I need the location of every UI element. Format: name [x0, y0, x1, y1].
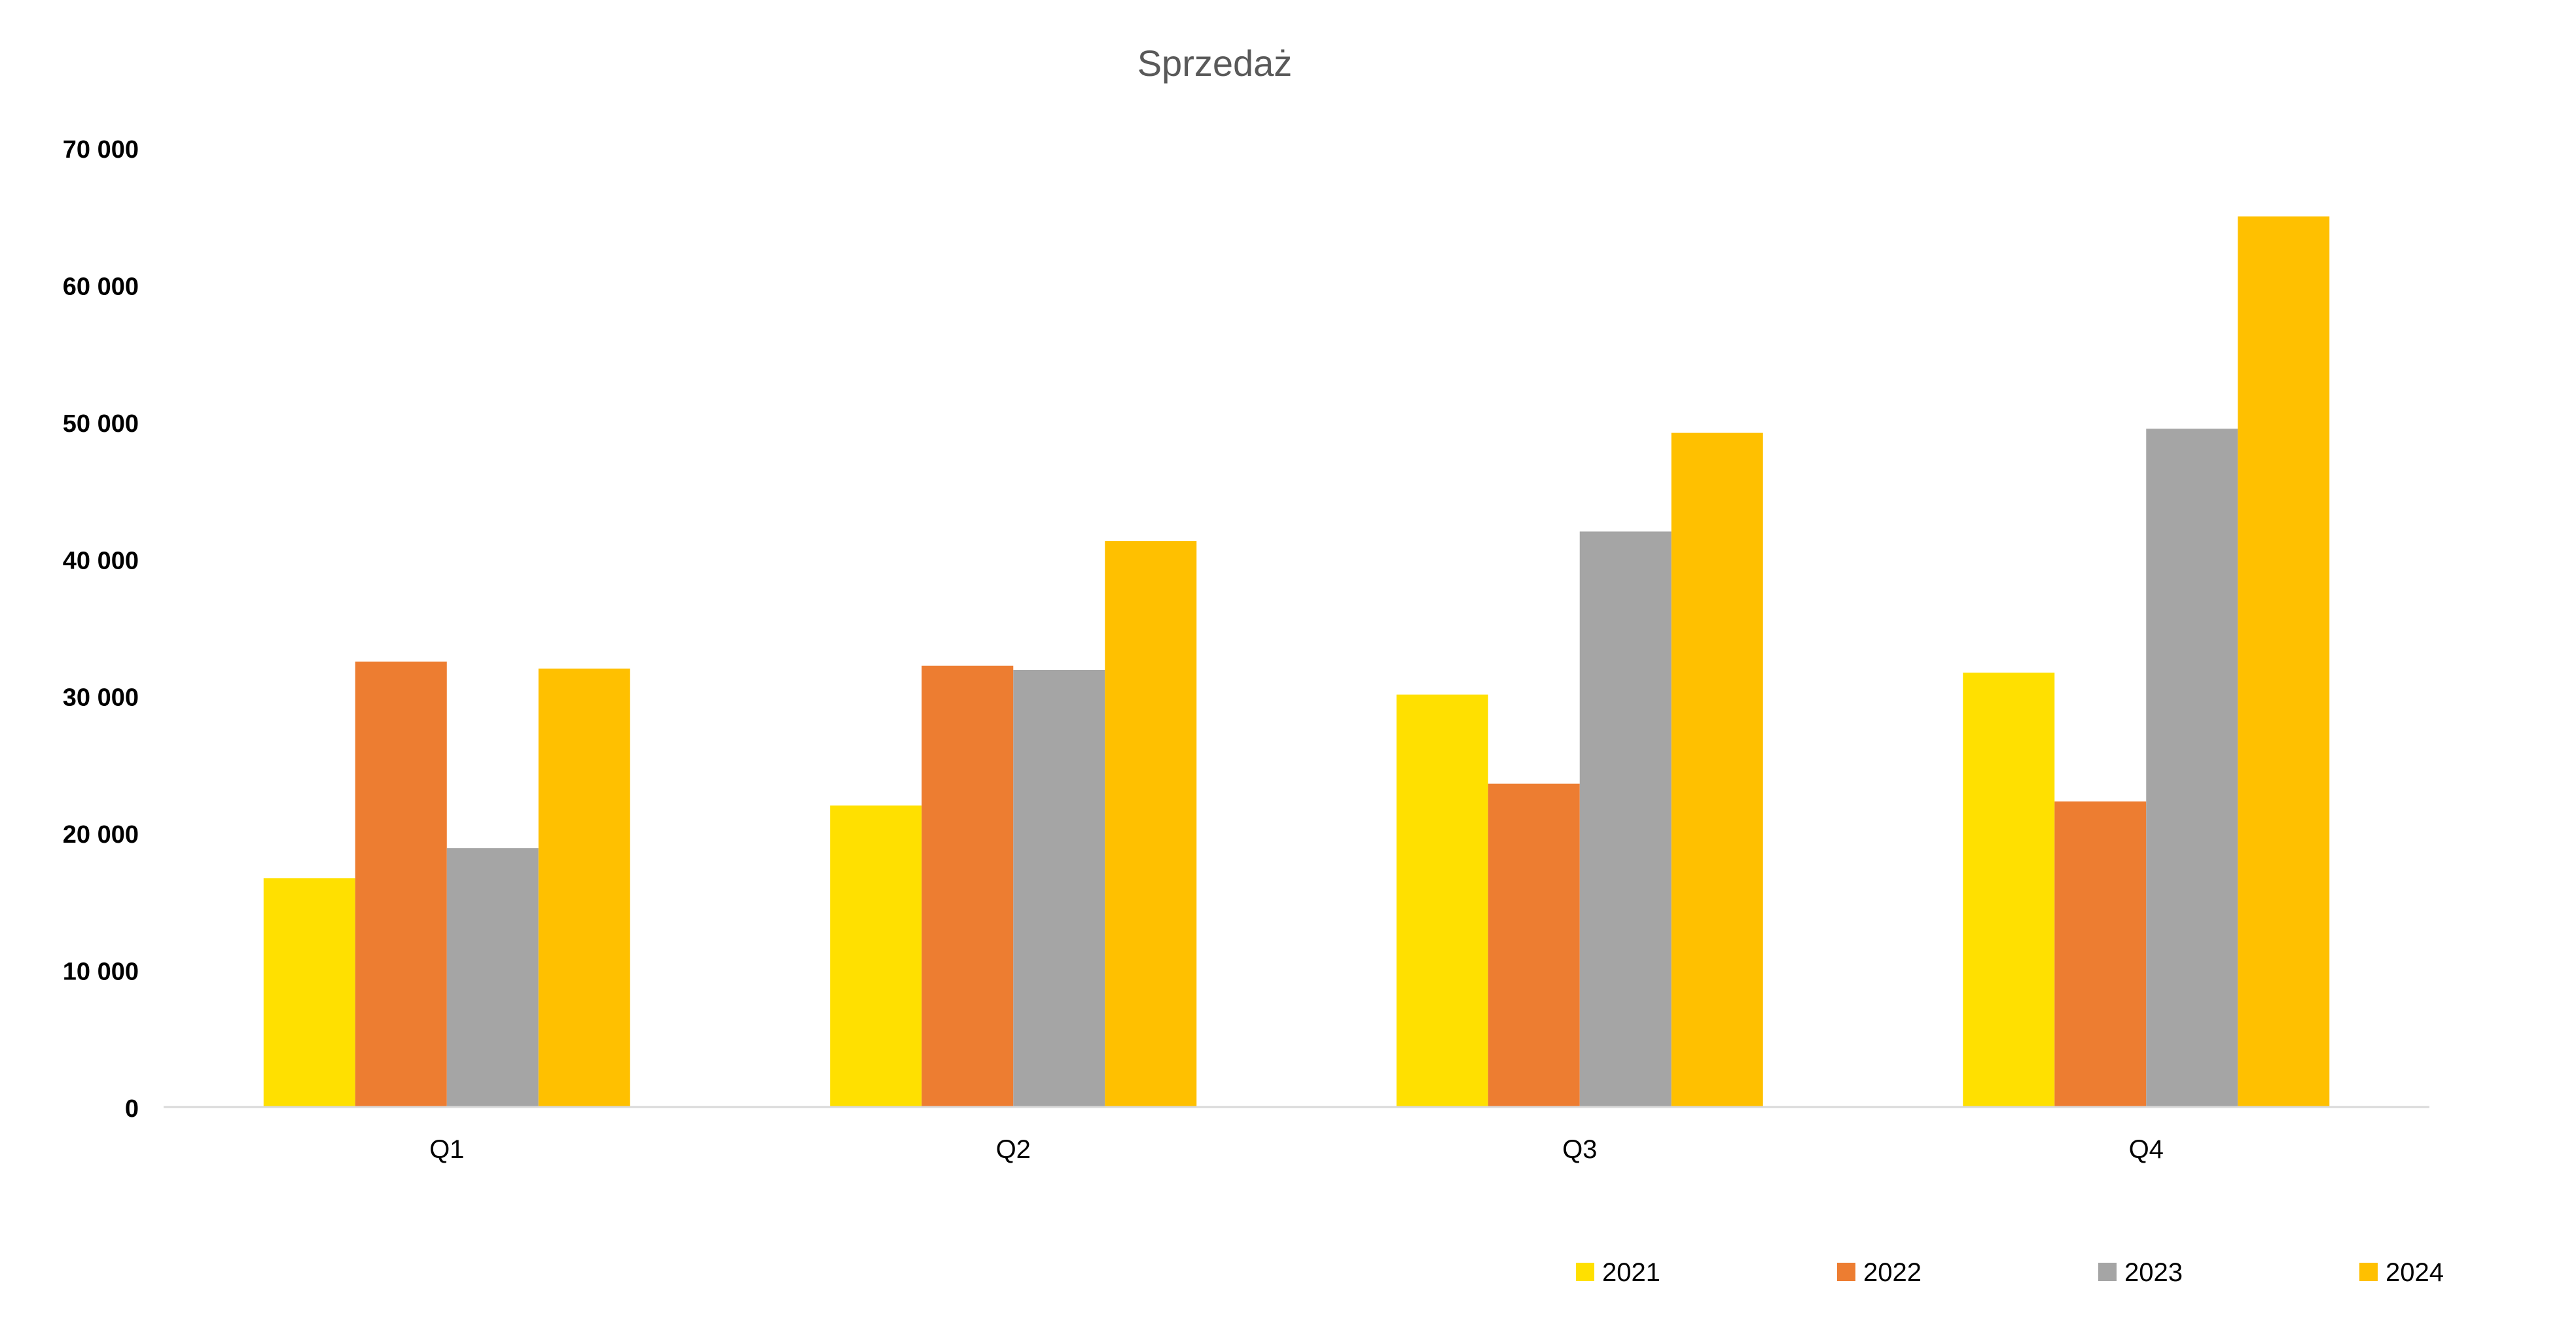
y-tick-label: 20 000 — [63, 821, 139, 849]
bar-2024-q1 — [538, 668, 630, 1107]
x-tick-label: Q4 — [2129, 1135, 2164, 1164]
x-tick-label: Q2 — [996, 1135, 1031, 1164]
legend-label-2023: 2023 — [2124, 1258, 2183, 1287]
legend: 2021 2022 2023 2024 — [1576, 1258, 2444, 1287]
bar-2021-q3 — [1396, 694, 1488, 1107]
bar-2022-q3 — [1488, 783, 1580, 1107]
y-tick-label: 60 000 — [63, 273, 139, 300]
bar-2024-q2 — [1105, 541, 1197, 1107]
bar-2021-q1 — [263, 878, 355, 1107]
bar-2021-q2 — [830, 805, 922, 1107]
bar-2023-q4 — [2146, 429, 2238, 1107]
x-tick-label: Q1 — [429, 1135, 464, 1164]
legend-label-2022: 2022 — [1863, 1258, 1922, 1287]
bar-2023-q3 — [1579, 531, 1672, 1107]
legend-label-2024: 2024 — [2386, 1258, 2444, 1287]
chart-title: Sprzedaż — [1137, 43, 1293, 84]
legend-swatch-2021 — [1576, 1263, 1594, 1281]
y-tick-label: 40 000 — [63, 547, 139, 574]
y-axis: 0 10 000 20 000 30 000 40 000 50 000 60 000 70 … — [63, 136, 139, 1123]
legend-swatch-2023 — [2098, 1263, 2117, 1281]
legend-swatch-2022 — [1837, 1263, 1855, 1281]
bar-2021-q4 — [1963, 673, 2055, 1107]
y-tick-label: 70 000 — [63, 136, 139, 164]
bars-group — [263, 216, 2330, 1107]
x-axis: Q1 Q2 Q3 Q4 — [429, 1135, 2164, 1164]
bar-2024-q4 — [2238, 216, 2330, 1107]
bar-2023-q2 — [1013, 669, 1105, 1107]
y-tick-label: 0 — [125, 1095, 139, 1123]
bar-2024-q3 — [1671, 432, 1763, 1107]
y-tick-label: 10 000 — [63, 958, 139, 986]
bar-2023-q1 — [446, 848, 539, 1107]
legend-label-2021: 2021 — [1602, 1258, 1660, 1287]
bar-2022-q4 — [2054, 801, 2147, 1107]
y-tick-label: 50 000 — [63, 410, 139, 438]
y-tick-label: 30 000 — [63, 684, 139, 712]
bar-2022-q1 — [355, 661, 447, 1107]
bar-2022-q2 — [921, 665, 1014, 1107]
x-tick-label: Q3 — [1562, 1135, 1597, 1164]
legend-swatch-2024 — [2359, 1263, 2378, 1281]
